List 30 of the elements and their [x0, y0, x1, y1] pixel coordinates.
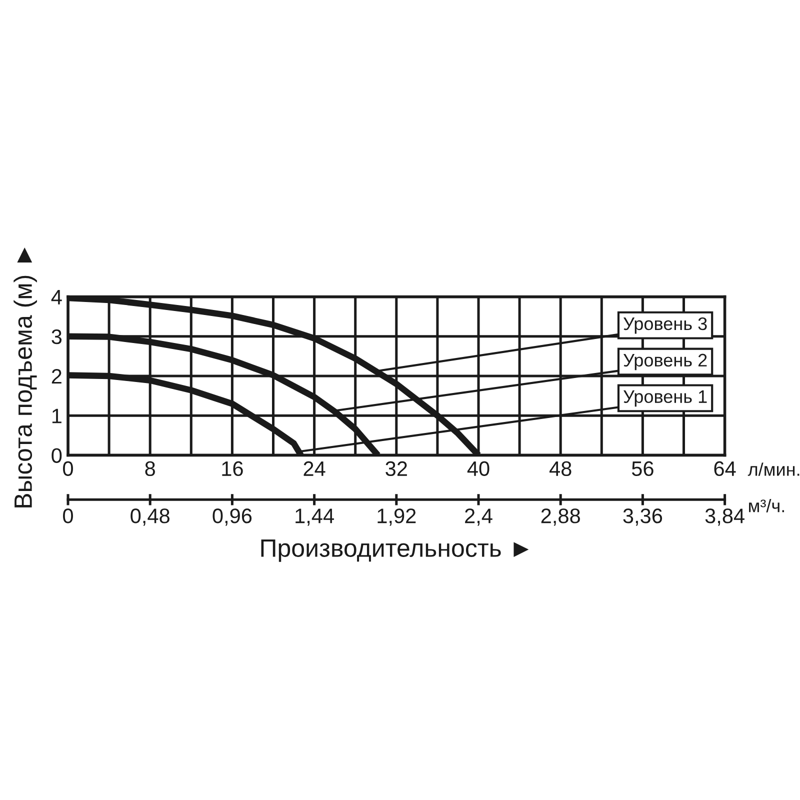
y-tick-label: 0	[52, 448, 62, 463]
x-tick-label: 56	[632, 461, 654, 476]
x2-tick-label: 0,48	[130, 508, 170, 526]
x-tick-label: 64	[714, 461, 736, 476]
y-tick-label: 4	[51, 290, 62, 304]
x2-tick-label: 1,92	[378, 508, 416, 526]
x-tick-label: 24	[304, 461, 326, 476]
x2-tick-label: 2,4	[465, 508, 492, 526]
x-tick-label: 0	[63, 461, 73, 476]
y-axis-title: Высота подъема (м) ►	[14, 248, 37, 508]
y-tick-label: 2	[52, 369, 62, 384]
x-axis-title: л/мин.	[748, 462, 800, 476]
y-tick-label: 3	[52, 329, 62, 344]
x2-tick-label: 3,36	[623, 508, 662, 526]
text: Производительность ►	[261, 540, 529, 562]
x-tick-label: 8	[145, 461, 155, 476]
x2-tick-label: 1,44	[296, 508, 334, 526]
x2-tick-label: 3,84	[705, 508, 744, 526]
x2-tick-label: 2,88	[541, 508, 580, 526]
x-tick-label: 16	[222, 461, 243, 476]
x-tick-label: 40	[467, 461, 490, 476]
x-tick-label: 48	[549, 461, 572, 476]
annotation: Уровень 3	[623, 317, 707, 334]
y-tick-label: 1	[52, 408, 62, 424]
annotation: Уровень 2	[623, 354, 707, 370]
x-tick-label: 32	[386, 461, 407, 476]
x2-tick-label: 0	[63, 508, 73, 524]
x2-axis-title: м³/ч.	[749, 499, 784, 512]
annotation: Уровень 1	[623, 390, 707, 407]
x2-tick-label: 0,96	[212, 508, 252, 526]
